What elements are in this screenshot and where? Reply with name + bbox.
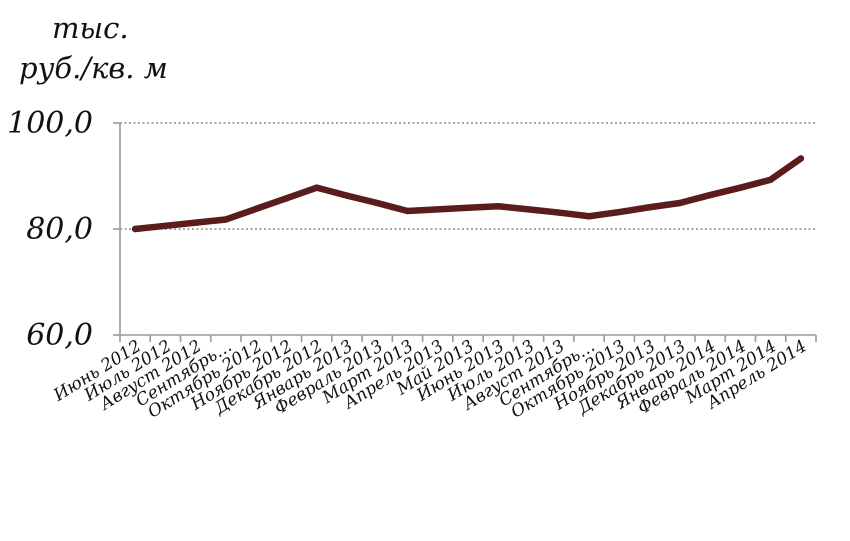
y-unit-label: тыс. руб./кв. м <box>19 11 168 85</box>
data-point <box>676 199 684 207</box>
data-point <box>525 206 532 213</box>
data-point <box>737 184 744 191</box>
y-unit-line2: руб./кв. м <box>19 51 168 85</box>
data-point <box>797 155 805 162</box>
y-tick-labels: 60,0 80,0 100,0 <box>7 106 93 353</box>
data-point <box>495 203 502 210</box>
data-point <box>283 195 290 202</box>
data-point <box>767 176 774 183</box>
y-tick-label: 60,0 <box>26 318 93 353</box>
data-point <box>343 192 351 199</box>
data-point <box>464 204 472 211</box>
data-point <box>585 213 593 220</box>
data-point <box>162 222 169 230</box>
data-point <box>616 208 623 216</box>
axes <box>113 122 817 342</box>
y-unit-line1: тыс. <box>52 11 129 45</box>
data-point <box>646 204 653 211</box>
data-point <box>192 219 199 226</box>
data-point <box>706 191 714 199</box>
data-point <box>374 199 381 207</box>
y-tick-label: 80,0 <box>26 212 93 247</box>
data-point <box>252 205 260 213</box>
data-point <box>434 206 441 213</box>
y-tick-label: 100,0 <box>7 106 93 141</box>
data-point <box>131 225 139 233</box>
gridlines <box>120 122 816 230</box>
data-point <box>222 216 230 223</box>
series-group <box>131 155 805 233</box>
data-point <box>555 209 562 216</box>
series-line <box>131 155 805 233</box>
data-point <box>404 207 411 215</box>
data-point <box>313 184 320 191</box>
